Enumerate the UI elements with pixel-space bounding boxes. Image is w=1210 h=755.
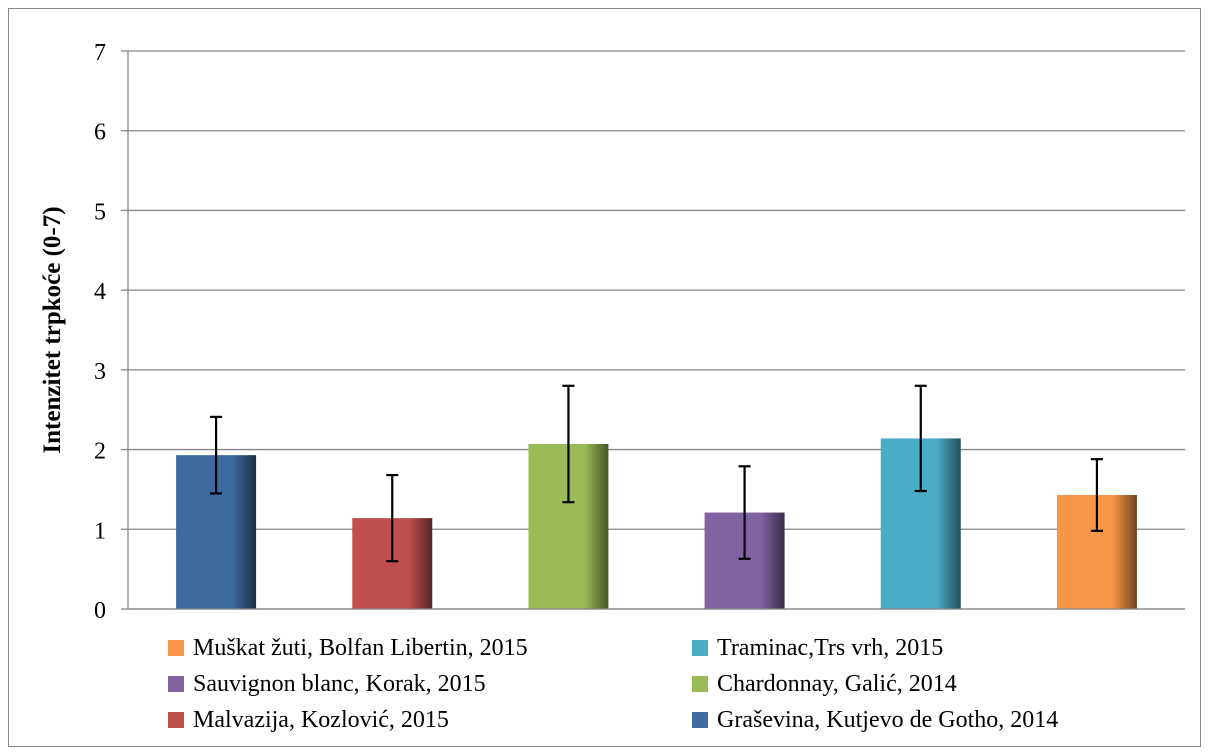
y-axis-label: Intenzitet trpkoće (0-7) bbox=[39, 206, 66, 453]
legend-label: Malvazija, Kozlović, 2015 bbox=[193, 707, 449, 733]
y-tick-label: 2 bbox=[94, 439, 106, 465]
legend-label: Graševina, Kutjevo de Gotho, 2014 bbox=[717, 707, 1058, 733]
legend: Muškat žuti, Bolfan Libertin, 2015 Tramin… bbox=[168, 635, 1058, 733]
legend-swatch bbox=[692, 712, 708, 728]
legend-swatch bbox=[692, 640, 708, 656]
y-tick-label: 0 bbox=[94, 598, 106, 624]
y-axis-ticks: 0 1 2 3 4 5 6 7 bbox=[94, 40, 128, 624]
bars bbox=[128, 438, 1185, 610]
y-tick-label: 1 bbox=[94, 518, 106, 544]
legend-swatch bbox=[168, 676, 184, 692]
legend-swatch bbox=[692, 676, 708, 692]
y-tick-label: 7 bbox=[94, 40, 106, 66]
legend-label: Chardonnay, Galić, 2014 bbox=[717, 671, 957, 697]
error-bars bbox=[210, 384, 1103, 563]
y-tick-label: 4 bbox=[94, 279, 106, 305]
legend-swatch bbox=[168, 640, 184, 656]
y-tick-label: 3 bbox=[94, 359, 106, 385]
legend-label: Traminac,Trs vrh, 2015 bbox=[717, 635, 943, 661]
y-tick-label: 5 bbox=[94, 199, 106, 225]
legend-label: Muškat žuti, Bolfan Libertin, 2015 bbox=[193, 635, 528, 661]
gridlines bbox=[127, 50, 1185, 610]
y-tick-label: 6 bbox=[94, 120, 106, 146]
legend-swatch bbox=[168, 712, 184, 728]
legend-label: Sauvignon blanc, Korak, 2015 bbox=[193, 671, 486, 697]
